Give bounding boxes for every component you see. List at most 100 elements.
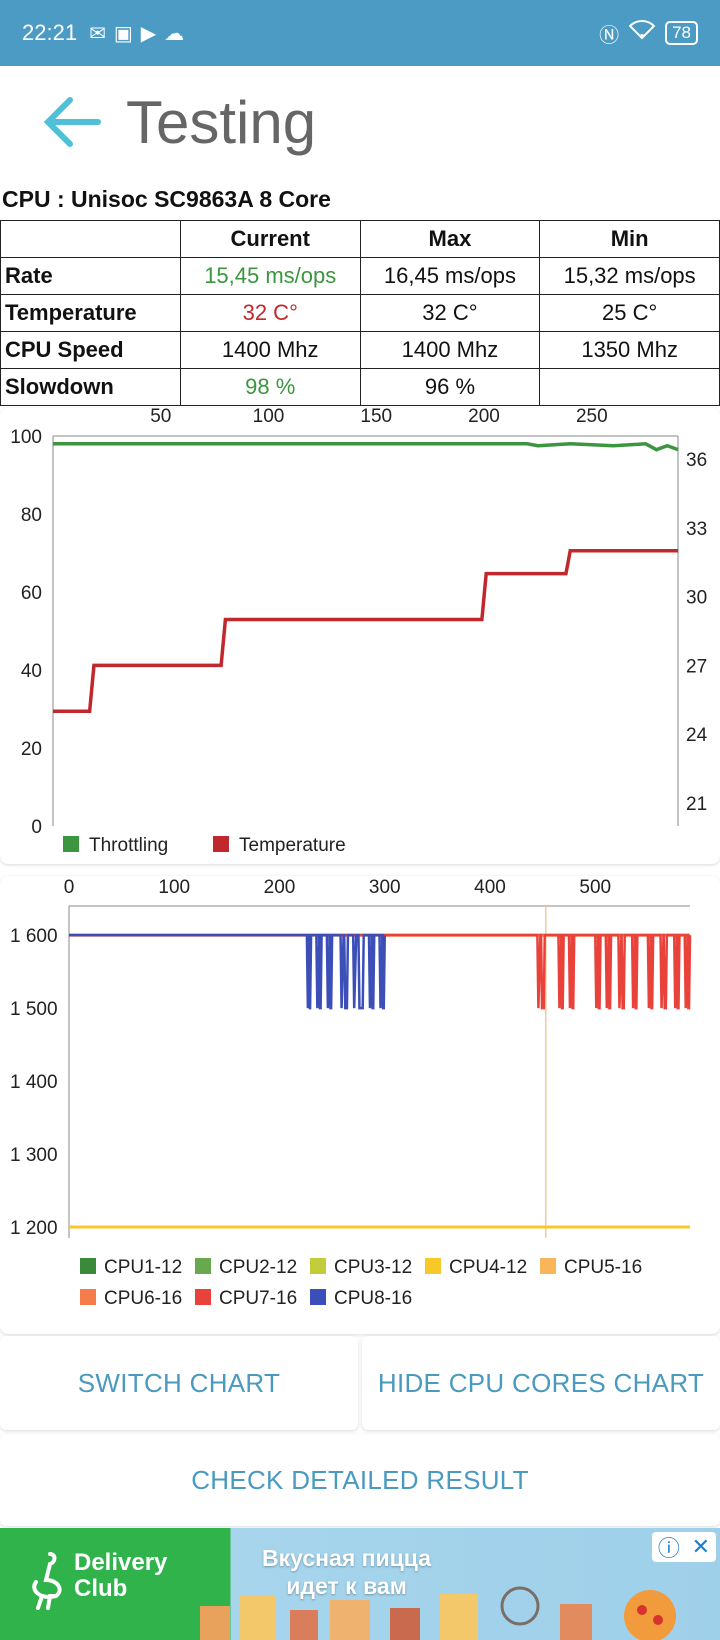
x-tick-label: 500 — [579, 877, 611, 898]
legend-label: Throttling — [89, 835, 168, 856]
y-tick-label: 1 500 — [10, 999, 58, 1020]
ad-text: Вкусная пицца идет к вам — [262, 1544, 431, 1600]
temperature-current: 32 C° — [179, 294, 361, 332]
x-tick-label: 50 — [150, 408, 171, 427]
ad-banner[interactable]: Delivery Club Вкусная пицца идет к вам ⓘ ✕ — [0, 1528, 720, 1640]
back-arrow-icon[interactable] — [40, 90, 104, 154]
gallery-icon: ▣ — [113, 22, 133, 45]
series-line-temperature — [53, 548, 678, 714]
legend-swatch — [425, 1258, 441, 1274]
table-row: Temperature 32 C° 32 C° 25 C° — [0, 294, 720, 332]
y-left-tick-label: 80 — [21, 505, 42, 526]
y-tick-label: 1 300 — [10, 1145, 58, 1166]
nfc-icon: Ⓝ — [599, 24, 620, 47]
legend-swatch — [540, 1258, 556, 1274]
x-tick-label: 200 — [468, 408, 500, 427]
y-tick-label: 1 600 — [10, 926, 58, 947]
row-label: CPU Speed — [0, 331, 181, 369]
legend-swatch — [195, 1258, 211, 1274]
y-right-tick-label: 21 — [686, 794, 707, 815]
ad-controls: ⓘ ✕ — [652, 1532, 716, 1562]
y-right-tick-label: 24 — [686, 725, 708, 746]
legend-label: CPU5-16 — [564, 1257, 642, 1278]
x-tick-label: 100 — [253, 408, 285, 427]
legend-label: CPU7-16 — [219, 1288, 297, 1309]
legend-swatch — [310, 1258, 326, 1274]
cloud-icon: ☁ — [164, 22, 185, 45]
throttling-temperature-chart: 50 100 150 200 250 0 20 40 60 80 100 21 24 27 30 33 36 Th… — [10, 408, 708, 856]
table-row: Rate 15,45 ms/ops 16,45 ms/ops 15,32 ms/… — [0, 257, 720, 295]
wifi-icon — [628, 20, 656, 46]
play-store-icon: ▶ — [140, 22, 157, 45]
y-right-tick-label: 36 — [686, 450, 707, 471]
legend-swatch — [310, 1289, 326, 1305]
slowdown-min — [539, 368, 720, 406]
app-header: Testing — [0, 66, 720, 178]
x-tick-label: 250 — [576, 408, 608, 427]
legend-label: CPU1-12 — [104, 1257, 182, 1278]
y-tick-label: 1 400 — [10, 1072, 58, 1093]
cpu-speed-max: 1400 Mhz — [359, 331, 541, 369]
y-right-tick-label: 33 — [686, 519, 707, 540]
y-right-tick-label: 30 — [686, 588, 707, 609]
throttling-chart-card: 50 100 150 200 250 0 20 40 60 80 100 21 24 27 30 33 36 Th… — [0, 408, 720, 864]
status-time: 22:21 — [22, 20, 78, 45]
x-tick-label: 0 — [64, 877, 75, 898]
page-title: Testing — [126, 89, 317, 156]
x-tick-label: 150 — [360, 408, 392, 427]
legend-label: Temperature — [239, 835, 346, 856]
rate-min: 15,32 ms/ops — [539, 257, 720, 295]
slowdown-current: 98 % — [179, 368, 361, 406]
series-line-throttling — [53, 442, 679, 452]
x-tick-label: 300 — [369, 877, 401, 898]
legend-label: CPU2-12 — [219, 1257, 297, 1278]
temperature-max: 32 C° — [359, 294, 541, 332]
switch-chart-button[interactable]: SWITCH CHART — [0, 1336, 358, 1430]
rate-current: 15,45 ms/ops — [179, 257, 361, 295]
cpu-speed-min: 1350 Mhz — [539, 331, 720, 369]
check-detailed-result-button[interactable]: CHECK DETAILED RESULT — [0, 1434, 720, 1526]
x-tick-label: 400 — [474, 877, 506, 898]
legend-swatch — [80, 1258, 96, 1274]
table-row: Slowdown 98 % 96 % — [0, 368, 720, 406]
y-left-tick-label: 100 — [10, 427, 42, 448]
legend-swatch — [63, 836, 79, 852]
gmail-icon: ✉ — [89, 22, 106, 45]
ad-brand-text: Delivery Club — [74, 1549, 168, 1602]
legend-swatch — [213, 836, 229, 852]
cpu-stats-panel: CPU : Unisoc SC9863A 8 Core Current Max … — [0, 180, 720, 406]
ad-text-body: Вкусная пицца идет к вам — [262, 1545, 432, 1599]
info-icon[interactable]: ⓘ — [657, 1536, 680, 1561]
ostrich-logo-icon — [32, 1552, 62, 1610]
legend-label: CPU3-12 — [334, 1257, 412, 1278]
cpu-cores-chart: 0 100 200 300 400 500 1 200 1 300 1 400 1 500 1 60… — [10, 877, 692, 1309]
legend-swatch — [195, 1289, 211, 1305]
close-icon[interactable]: ✕ — [691, 1534, 711, 1559]
y-left-tick-label: 60 — [21, 583, 42, 604]
row-label: Slowdown — [0, 368, 181, 406]
table-header-row: Current Max Min — [0, 220, 720, 258]
town-illustration — [200, 1586, 676, 1640]
cpu-stats-table: Current Max Min Rate 15,45 ms/ops 16,45 … — [0, 220, 720, 406]
rate-max: 16,45 ms/ops — [359, 257, 541, 295]
temperature-min: 25 C° — [539, 294, 720, 332]
y-left-tick-label: 20 — [21, 739, 42, 760]
hide-cpu-cores-chart-button[interactable]: HIDE CPU CORES CHART — [362, 1336, 720, 1430]
y-left-tick-label: 40 — [21, 661, 42, 682]
battery-indicator: 78 — [665, 21, 698, 45]
cpu-cores-chart-card: 0 100 200 300 400 500 1 200 1 300 1 400 1 500 1 60… — [0, 876, 720, 1334]
series-line-cpu7-16 — [69, 933, 692, 1010]
status-bar: 22:21 ✉ ▣ ▶ ☁ Ⓝ 78 — [0, 0, 720, 66]
slowdown-max: 96 % — [359, 368, 541, 406]
table-row: CPU Speed 1400 Mhz 1400 Mhz 1350 Mhz — [0, 331, 720, 369]
col-header-max: Max — [359, 220, 541, 258]
legend-label: CPU8-16 — [334, 1288, 412, 1309]
x-tick-label: 200 — [264, 877, 296, 898]
col-header-current: Current — [179, 220, 361, 258]
legend-label: CPU4-12 — [449, 1257, 527, 1278]
series-line-cpu8-16 — [69, 933, 387, 1010]
col-header-min: Min — [539, 220, 720, 258]
cpu-title: CPU : Unisoc SC9863A 8 Core — [2, 186, 331, 212]
y-right-tick-label: 27 — [686, 656, 707, 677]
y-left-tick-label: 0 — [31, 817, 42, 838]
